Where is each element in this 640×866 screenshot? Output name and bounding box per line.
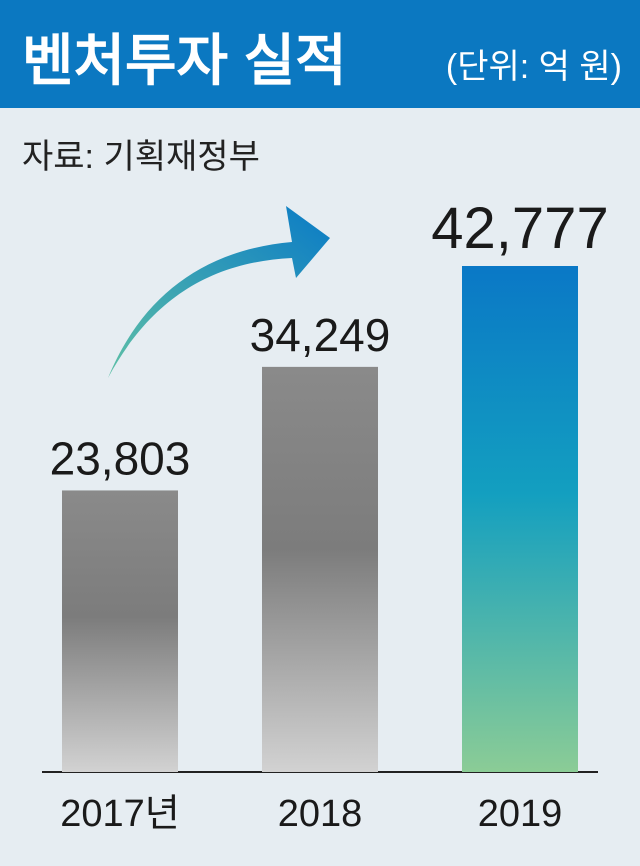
source: 자료: 기획재정부 — [22, 138, 260, 176]
x-tick-label: 2019 — [478, 793, 563, 835]
chart-subtitle: (단위: 억 원) — [446, 48, 622, 86]
bar — [262, 366, 378, 772]
value-label: 23,803 — [50, 432, 191, 484]
bar — [62, 490, 178, 772]
value-label: 34,249 — [250, 309, 391, 361]
header-band — [0, 0, 640, 108]
chart-title: 벤처투자 실적 — [22, 29, 347, 92]
bar — [462, 266, 578, 772]
trend-arrow — [108, 206, 330, 378]
x-tick-label: 2018 — [278, 793, 363, 835]
value-label: 42,777 — [431, 196, 608, 261]
x-tick-label: 2017년 — [60, 793, 180, 835]
